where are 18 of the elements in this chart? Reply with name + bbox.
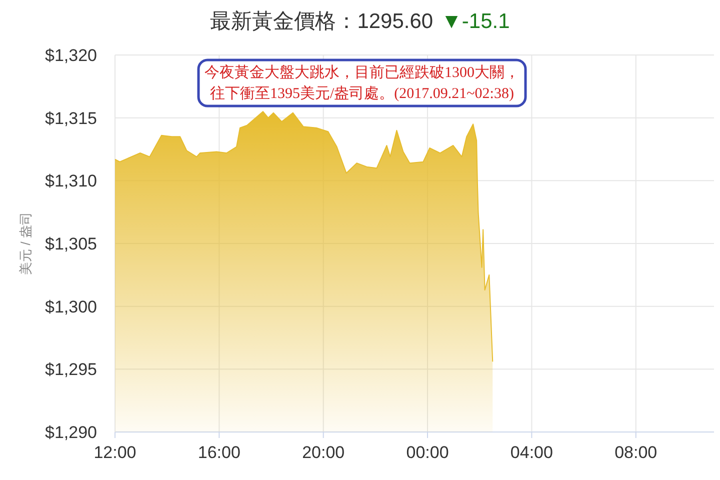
x-tick-label: 08:00 [614, 443, 658, 462]
x-tick-label: 16:00 [198, 443, 240, 462]
title: 最新黃金價格：1295.60 [210, 10, 434, 33]
y-axis-title: 美元 / 盎司 [18, 212, 33, 275]
y-tick-label: $1,320 [45, 46, 97, 65]
x-tick-label: 12:00 [94, 443, 136, 462]
y-tick-label: $1,315 [45, 108, 97, 128]
y-tick-label: $1,310 [45, 172, 97, 191]
y-tick-label: $1,305 [45, 234, 97, 254]
x-tick-label: 04:00 [510, 443, 553, 462]
annotation: 今夜黃金大盤大跳水，目前已經跌破1300大關，往下衝至1395美元/盎司處。(2017.09.21~02:38) [204, 64, 520, 102]
y-tick-label: $1,290 [45, 423, 97, 442]
text: ▼-15.1 [441, 10, 510, 33]
x-tick-label: 00:00 [406, 443, 449, 462]
x-tick-label: 20:00 [302, 443, 345, 462]
annotation: 今夜黃金大盤大跳水，目前已經跌破1300大關，往下衝至1395美元/盎司處。(2017.09.21~02:38) [197, 58, 527, 108]
y-tick-label: $1,300 [45, 297, 97, 316]
y-tick-label: $1,295 [45, 360, 97, 380]
